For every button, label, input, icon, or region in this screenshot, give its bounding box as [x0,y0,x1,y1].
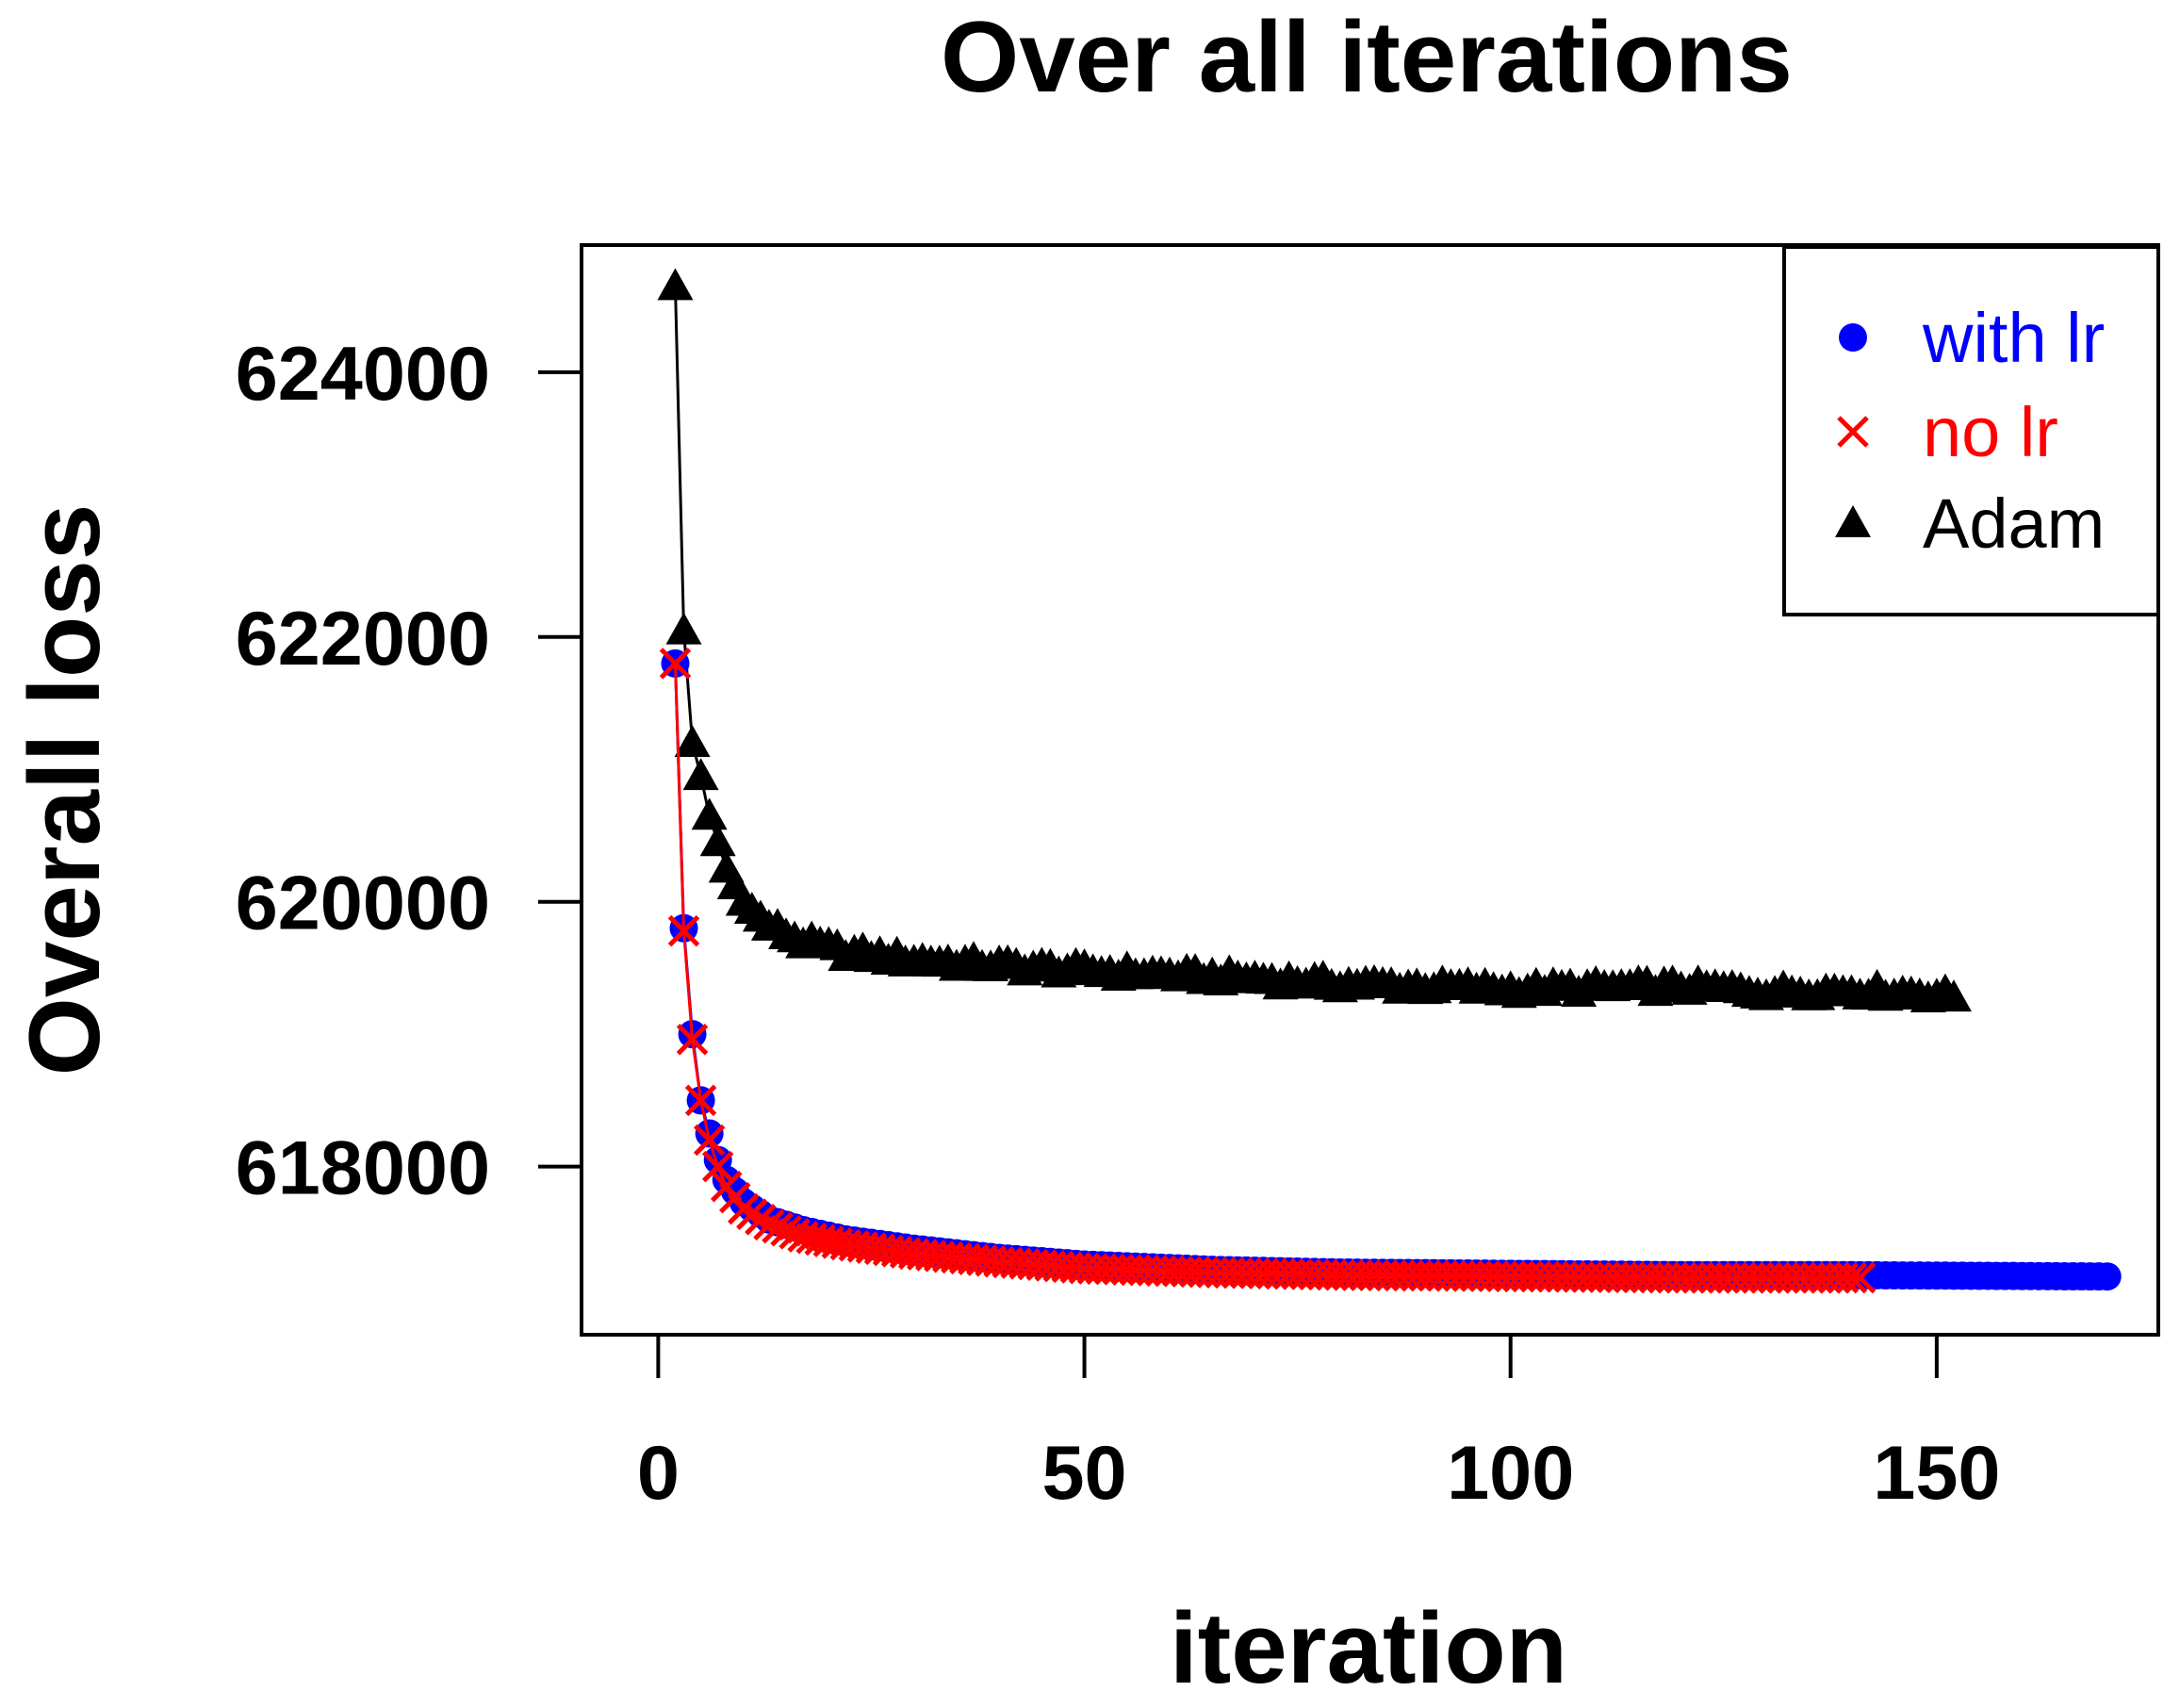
legend-label-no-lr: no lr [1923,393,2058,471]
data-point-adam [1935,979,1972,1012]
data-point-no-lr [753,1208,785,1241]
legend-marker-with-lr [1839,323,1867,352]
series-no-lr [659,648,1877,1294]
legend-label-adam: Adam [1923,484,2105,563]
y-tick-label: 622000 [236,597,490,682]
data-point-no-lr [1844,1261,1877,1294]
x-tick-label: 100 [1447,1431,1574,1516]
legend: with lr no lr Adam [1782,245,2160,616]
data-point-adam [691,797,728,830]
x-tick-label: 150 [1873,1431,2000,1516]
y-axis: 618000 620000 622000 624000 [236,332,583,1211]
data-point-no-lr [667,914,700,947]
legend-box [1782,245,2160,616]
chart-title: Over all iterations [941,0,1793,113]
data-point-no-lr [676,1024,709,1056]
legend-label-with-lr: with lr [1922,299,2105,377]
series-adam [657,268,1972,1012]
data-point-with-lr [695,1119,724,1148]
data-point-no-lr [762,1211,794,1244]
data-point-adam [682,758,719,791]
data-point-no-lr [701,1150,734,1183]
x-tick-label: 0 [637,1431,680,1516]
data-point-with-lr [2092,1262,2122,1291]
x-tick-label: 50 [1041,1431,1126,1516]
data-point-no-lr [1835,1261,1868,1294]
legend-marker-adam [1835,505,1871,537]
data-point-adam [657,268,694,301]
series-layer [657,268,2122,1294]
y-tick-label: 624000 [236,332,490,417]
y-tick-label: 618000 [236,1126,490,1211]
data-point-no-lr [770,1214,802,1247]
data-point-adam [665,612,702,645]
y-axis-label: Overall loss [8,504,121,1076]
legend-marker-no-lr [1837,416,1869,448]
data-point-no-lr [684,1084,717,1117]
legend-items: with lr no lr Adam [1835,299,2105,563]
data-point-no-lr [659,648,692,680]
x-axis-label: iteration [1170,1591,1567,1704]
y-tick-label: 620000 [236,862,490,946]
data-point-adam [699,824,736,857]
data-point-no-lr [693,1124,726,1157]
x-axis: 0 50 100 150 [637,1333,2000,1516]
series-line-adam [674,286,1955,1000]
data-point-adam [674,725,711,757]
